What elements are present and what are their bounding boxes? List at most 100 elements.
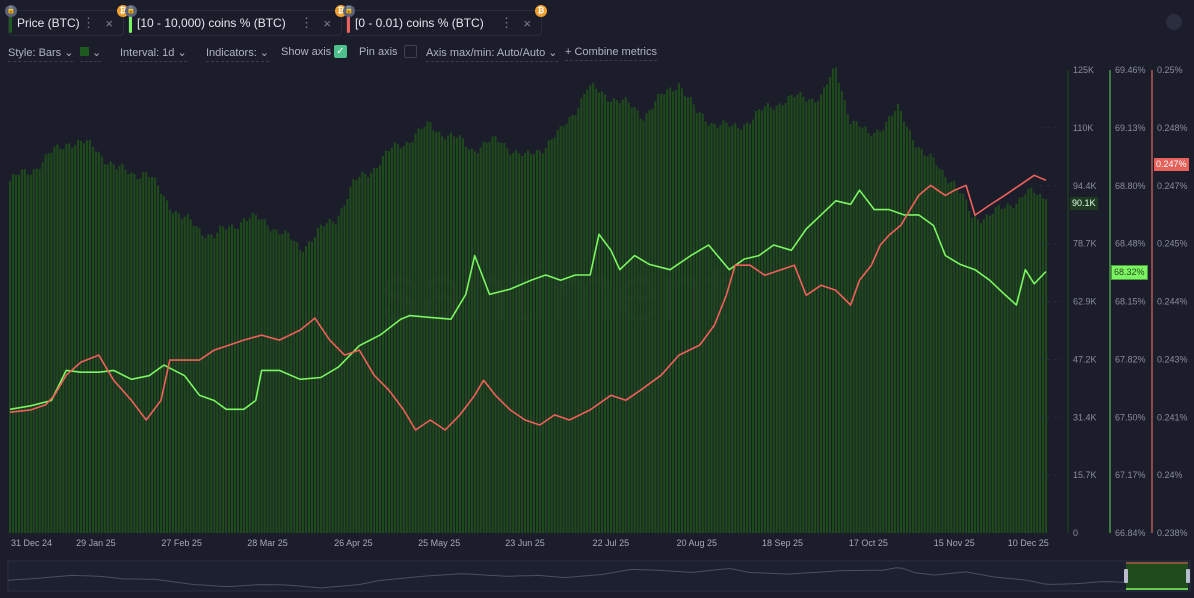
indicators-dropdown[interactable]: Indicators: ⌄ <box>206 46 270 62</box>
price-bar <box>316 228 319 533</box>
price-bar <box>9 181 12 533</box>
price-bar <box>677 83 681 533</box>
price-bar <box>538 150 541 534</box>
price-bar <box>870 136 873 533</box>
x-tick-label: 18 Sep 25 <box>762 538 803 548</box>
price-bar <box>521 155 524 534</box>
price-bar <box>130 172 133 533</box>
price-bar <box>713 123 716 533</box>
price-bar <box>595 88 598 534</box>
navigator-handle[interactable] <box>1124 569 1128 583</box>
price-bar <box>313 237 316 533</box>
combine-metrics-button[interactable]: + Combine metrics <box>565 46 658 61</box>
price-bar <box>373 167 376 533</box>
price-bar <box>1012 208 1015 534</box>
x-tick-label: 31 Dec 24 <box>11 538 52 548</box>
price-bar <box>269 231 272 533</box>
price-bar <box>322 226 325 533</box>
price-bar <box>894 111 897 534</box>
y-tick-label: 0 <box>1073 528 1078 538</box>
kebab-menu-icon[interactable]: ⋮ <box>300 15 313 30</box>
close-icon[interactable]: × <box>323 15 331 31</box>
price-bar <box>491 136 494 533</box>
price-bar <box>23 169 26 534</box>
price-bar <box>592 83 595 533</box>
interval-dropdown[interactable]: Interval: 1d ⌄ <box>120 46 187 62</box>
price-bar <box>965 199 968 534</box>
close-icon[interactable]: × <box>105 15 113 31</box>
price-bar <box>905 126 908 533</box>
price-bar <box>828 76 832 533</box>
metric-chip-price[interactable]: 🔒 ₿ Price (BTC) ⋮ × <box>5 5 129 36</box>
price-bar <box>447 135 450 533</box>
price-bar <box>660 93 663 533</box>
price-bar <box>159 194 163 533</box>
price-bar <box>695 113 698 533</box>
price-bar <box>509 154 512 534</box>
price-bar <box>124 169 127 533</box>
price-bar <box>281 234 284 534</box>
kebab-menu-icon[interactable]: ⋮ <box>82 15 95 30</box>
price-bar <box>772 109 775 534</box>
metric-color-bar <box>9 13 12 33</box>
price-bar <box>417 128 420 533</box>
settings-dot-button[interactable] <box>1166 14 1182 30</box>
price-bar <box>814 102 817 533</box>
pin-axis-checkbox[interactable] <box>404 45 417 58</box>
metric-chip-shrimps[interactable]: 🔒 ₿ [0 - 0.01) coins % (BTC) ⋮ × <box>343 5 547 36</box>
navigator-handle[interactable] <box>1186 569 1190 583</box>
price-last-badge: 90.1K <box>1070 197 1098 210</box>
price-bar <box>760 110 763 533</box>
price-bar <box>352 179 355 533</box>
price-bar <box>701 113 704 533</box>
price-bar <box>497 141 500 533</box>
price-bar <box>524 153 527 533</box>
y-tick-label: 0.247% <box>1157 181 1188 191</box>
price-bar <box>482 141 485 534</box>
price-bar <box>245 220 248 533</box>
color-dropdown[interactable]: ⌄ <box>80 46 102 62</box>
price-bar <box>225 229 228 533</box>
price-bar <box>290 239 293 533</box>
y-tick-label: 31.4K <box>1073 412 1097 422</box>
price-bar <box>80 140 83 534</box>
price-bar <box>953 180 956 533</box>
show-axis-checkbox[interactable]: ✓ <box>334 45 347 58</box>
price-bar <box>852 120 855 533</box>
price-bar <box>254 214 257 533</box>
price-bar <box>518 153 521 534</box>
kebab-menu-icon[interactable]: ⋮ <box>500 15 513 30</box>
x-tick-label: 20 Aug 25 <box>676 538 717 548</box>
price-bar <box>287 232 290 533</box>
price-bar <box>305 246 308 534</box>
price-bar <box>334 224 337 534</box>
price-bar <box>376 168 379 533</box>
price-bar <box>328 218 331 533</box>
price-bar <box>586 89 589 533</box>
y-tick-label: 0.241% <box>1157 412 1188 422</box>
axis-maxmin-dropdown[interactable]: Axis max/min: Auto/Auto ⌄ <box>426 46 558 62</box>
y-tick-label: 78.7K <box>1073 239 1097 249</box>
style-dropdown[interactable]: Style: Bars ⌄ <box>8 46 74 62</box>
price-bar <box>296 242 299 533</box>
metric-chip-whales[interactable]: 🔒 ₿ [10 - 10,000) coins % (BTC) ⋮ × <box>125 5 347 36</box>
price-bar <box>41 162 44 533</box>
price-bar <box>429 122 432 533</box>
price-bar <box>885 121 888 533</box>
price-bar <box>882 130 885 533</box>
price-bar <box>944 177 947 533</box>
x-tick-label: 28 Mar 25 <box>247 538 288 548</box>
price-bar <box>820 94 823 533</box>
price-bar <box>331 221 334 533</box>
lock-icon: 🔒 <box>125 5 137 17</box>
price-bar <box>754 111 758 534</box>
price-bar <box>766 102 769 533</box>
price-bar <box>749 124 752 533</box>
price-bar <box>603 94 607 533</box>
price-bar <box>692 104 695 533</box>
price-bar <box>639 118 642 533</box>
price-bar <box>926 156 929 534</box>
y-tick-label: 0.238% <box>1157 528 1188 538</box>
close-icon[interactable]: × <box>523 15 531 31</box>
